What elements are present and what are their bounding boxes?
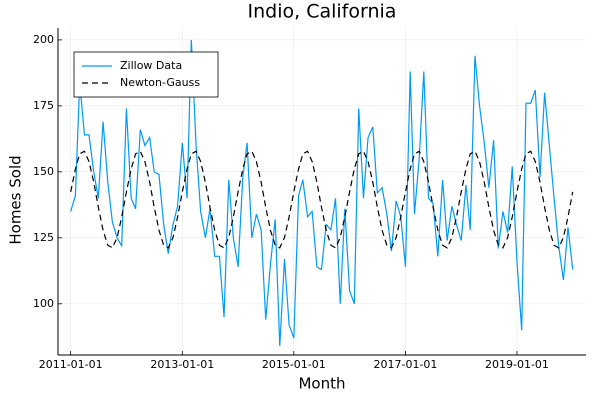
- legend-label: Newton-Gauss: [120, 76, 200, 89]
- y-tick-label: 100: [33, 297, 54, 310]
- series-line: [70, 150, 574, 249]
- x-tick-label: 2017-01-01: [374, 358, 438, 371]
- y-tick-label: 200: [33, 33, 54, 46]
- x-tick-label: 2015-01-01: [262, 358, 326, 371]
- legend-box: [73, 51, 219, 98]
- x-axis-title: Month: [298, 375, 345, 393]
- series-line: [70, 39, 574, 347]
- y-tick-label: 125: [33, 231, 54, 244]
- y-tick-label: 150: [33, 165, 54, 178]
- chart-title: Indio, California: [248, 1, 397, 23]
- x-tick-label: 2019-01-01: [485, 358, 549, 371]
- y-axis-title: Homes Sold: [7, 155, 25, 244]
- x-tick-label: 2011-01-01: [39, 358, 103, 371]
- x-tick-label: 2013-01-01: [150, 358, 214, 371]
- y-tick-label: 175: [33, 99, 54, 112]
- legend-label: Zillow Data: [120, 59, 182, 72]
